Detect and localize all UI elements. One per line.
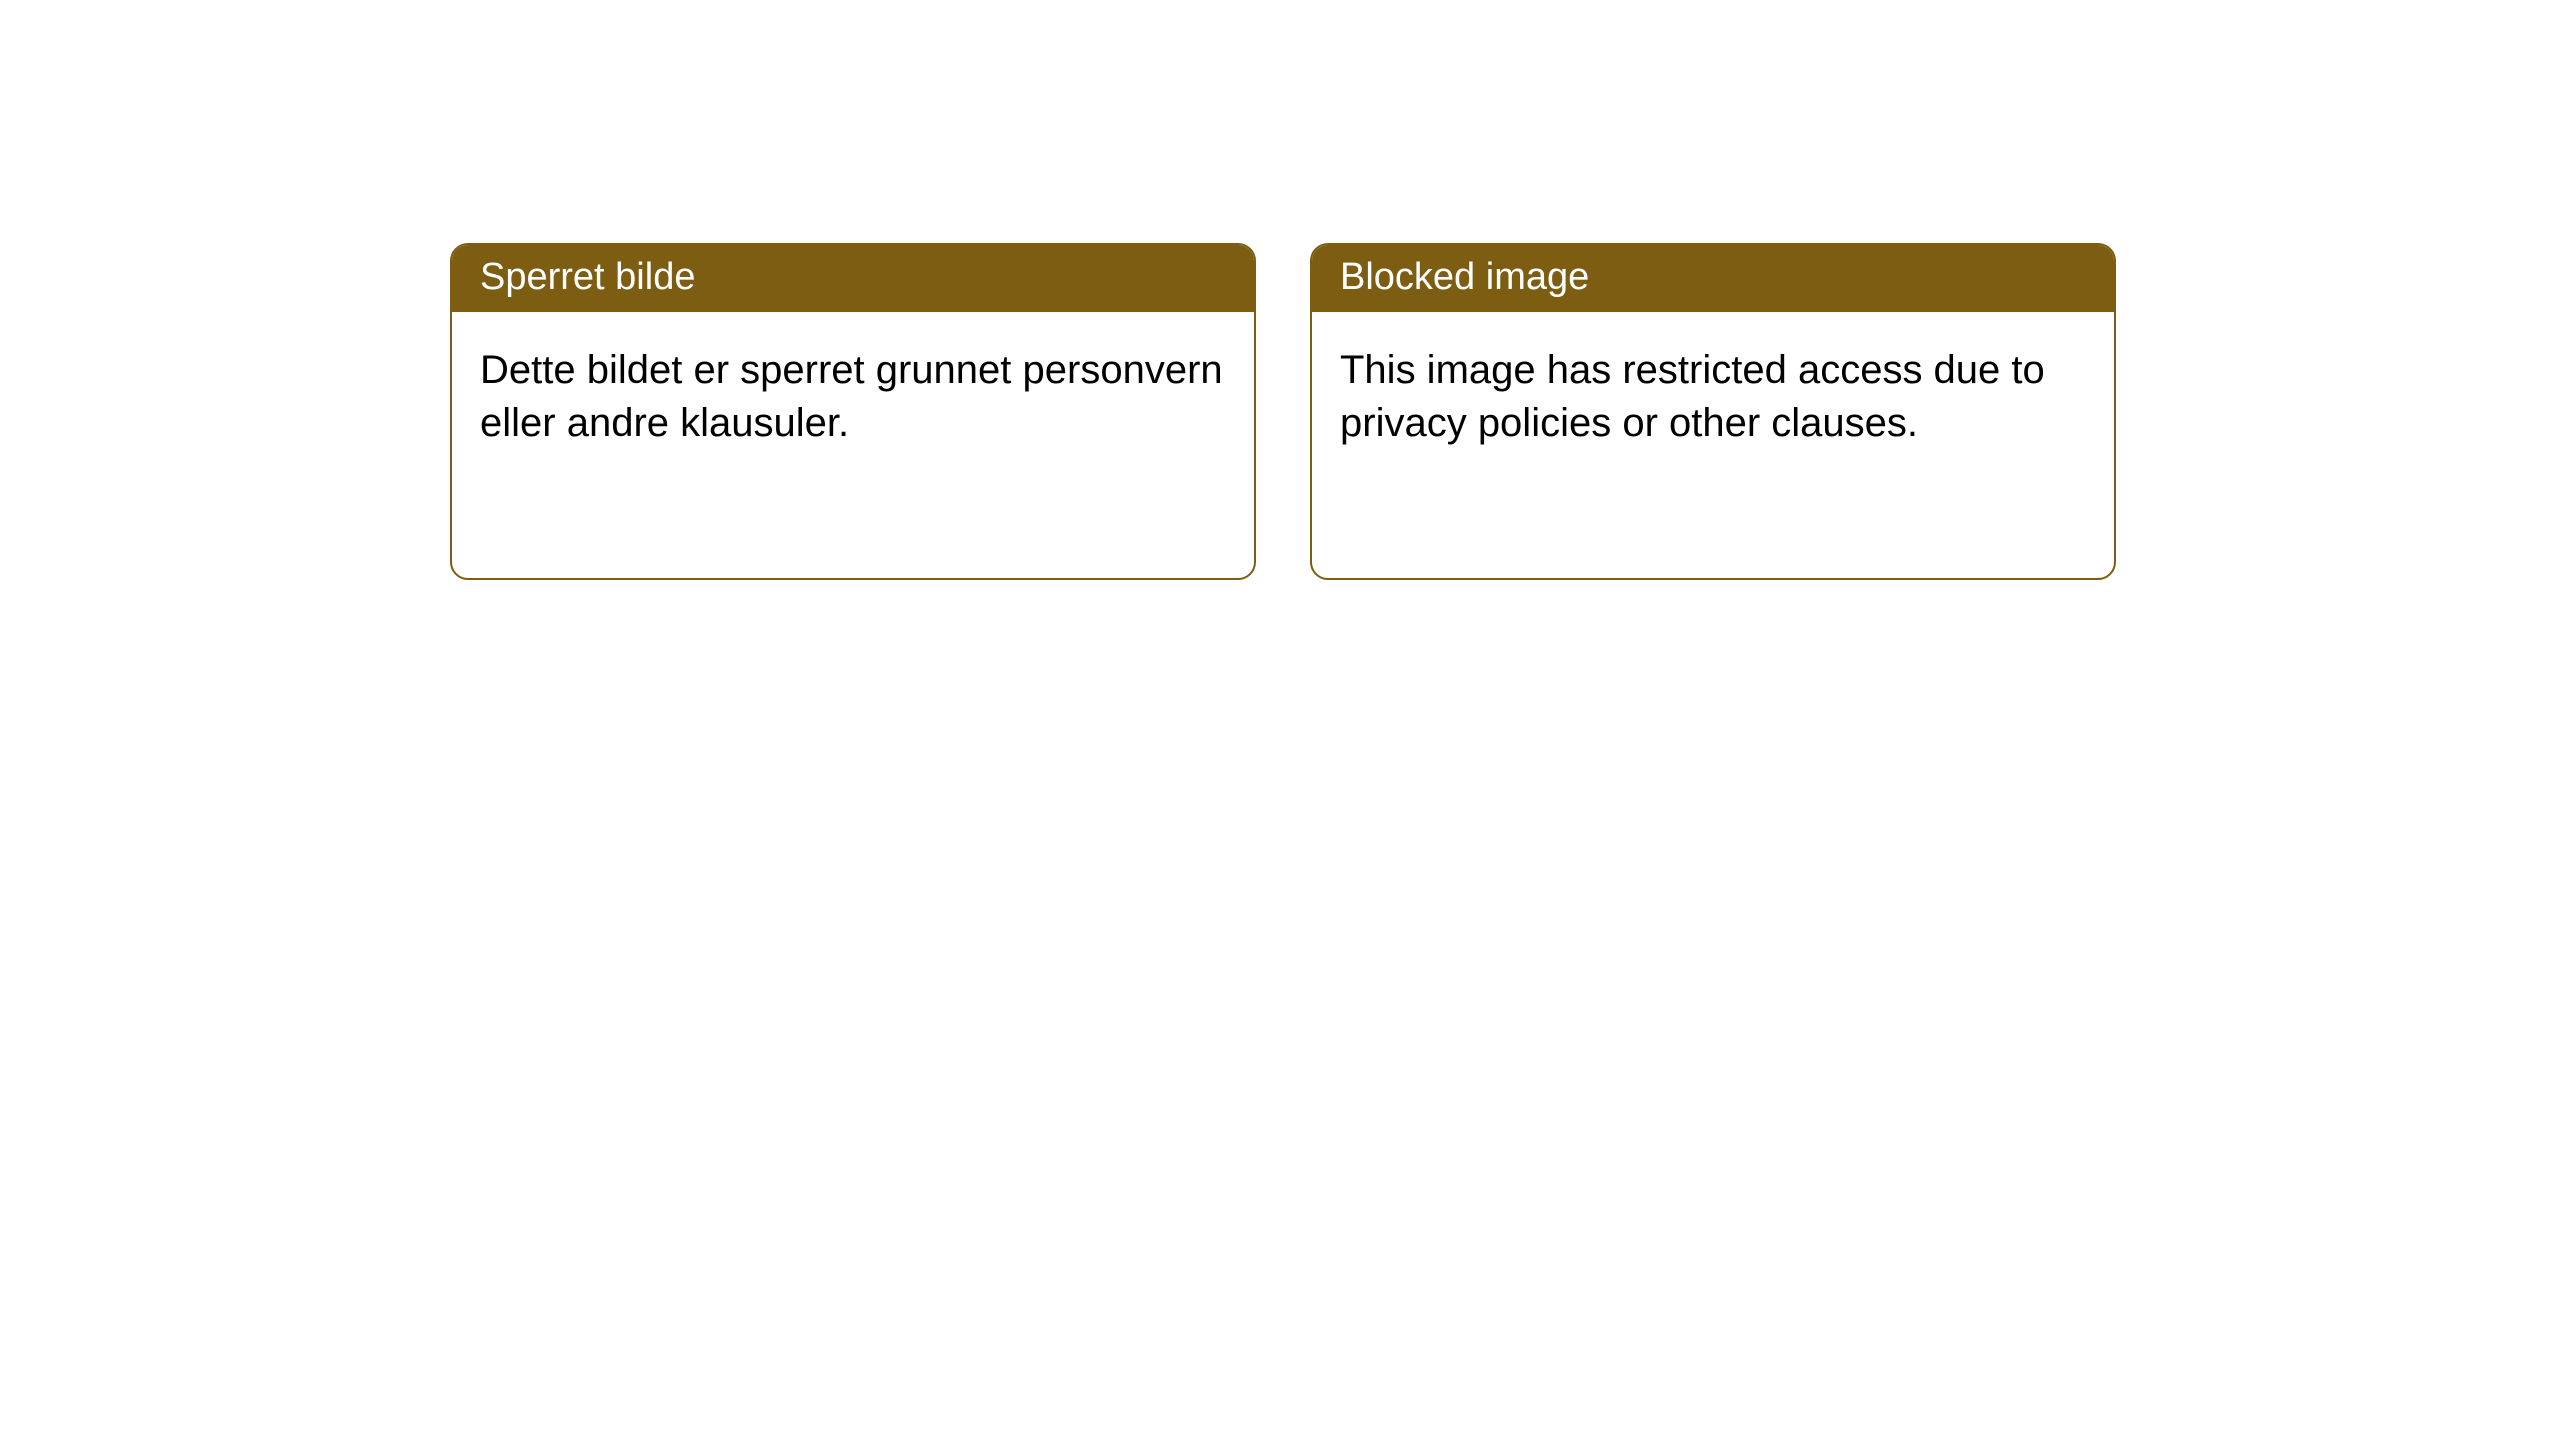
- notice-body: This image has restricted access due to …: [1312, 312, 2114, 482]
- notice-card-norwegian: Sperret bilde Dette bildet er sperret gr…: [450, 243, 1256, 580]
- notice-container: Sperret bilde Dette bildet er sperret gr…: [0, 0, 2560, 580]
- notice-body: Dette bildet er sperret grunnet personve…: [452, 312, 1254, 482]
- notice-card-english: Blocked image This image has restricted …: [1310, 243, 2116, 580]
- notice-title: Sperret bilde: [452, 245, 1254, 312]
- notice-title: Blocked image: [1312, 245, 2114, 312]
